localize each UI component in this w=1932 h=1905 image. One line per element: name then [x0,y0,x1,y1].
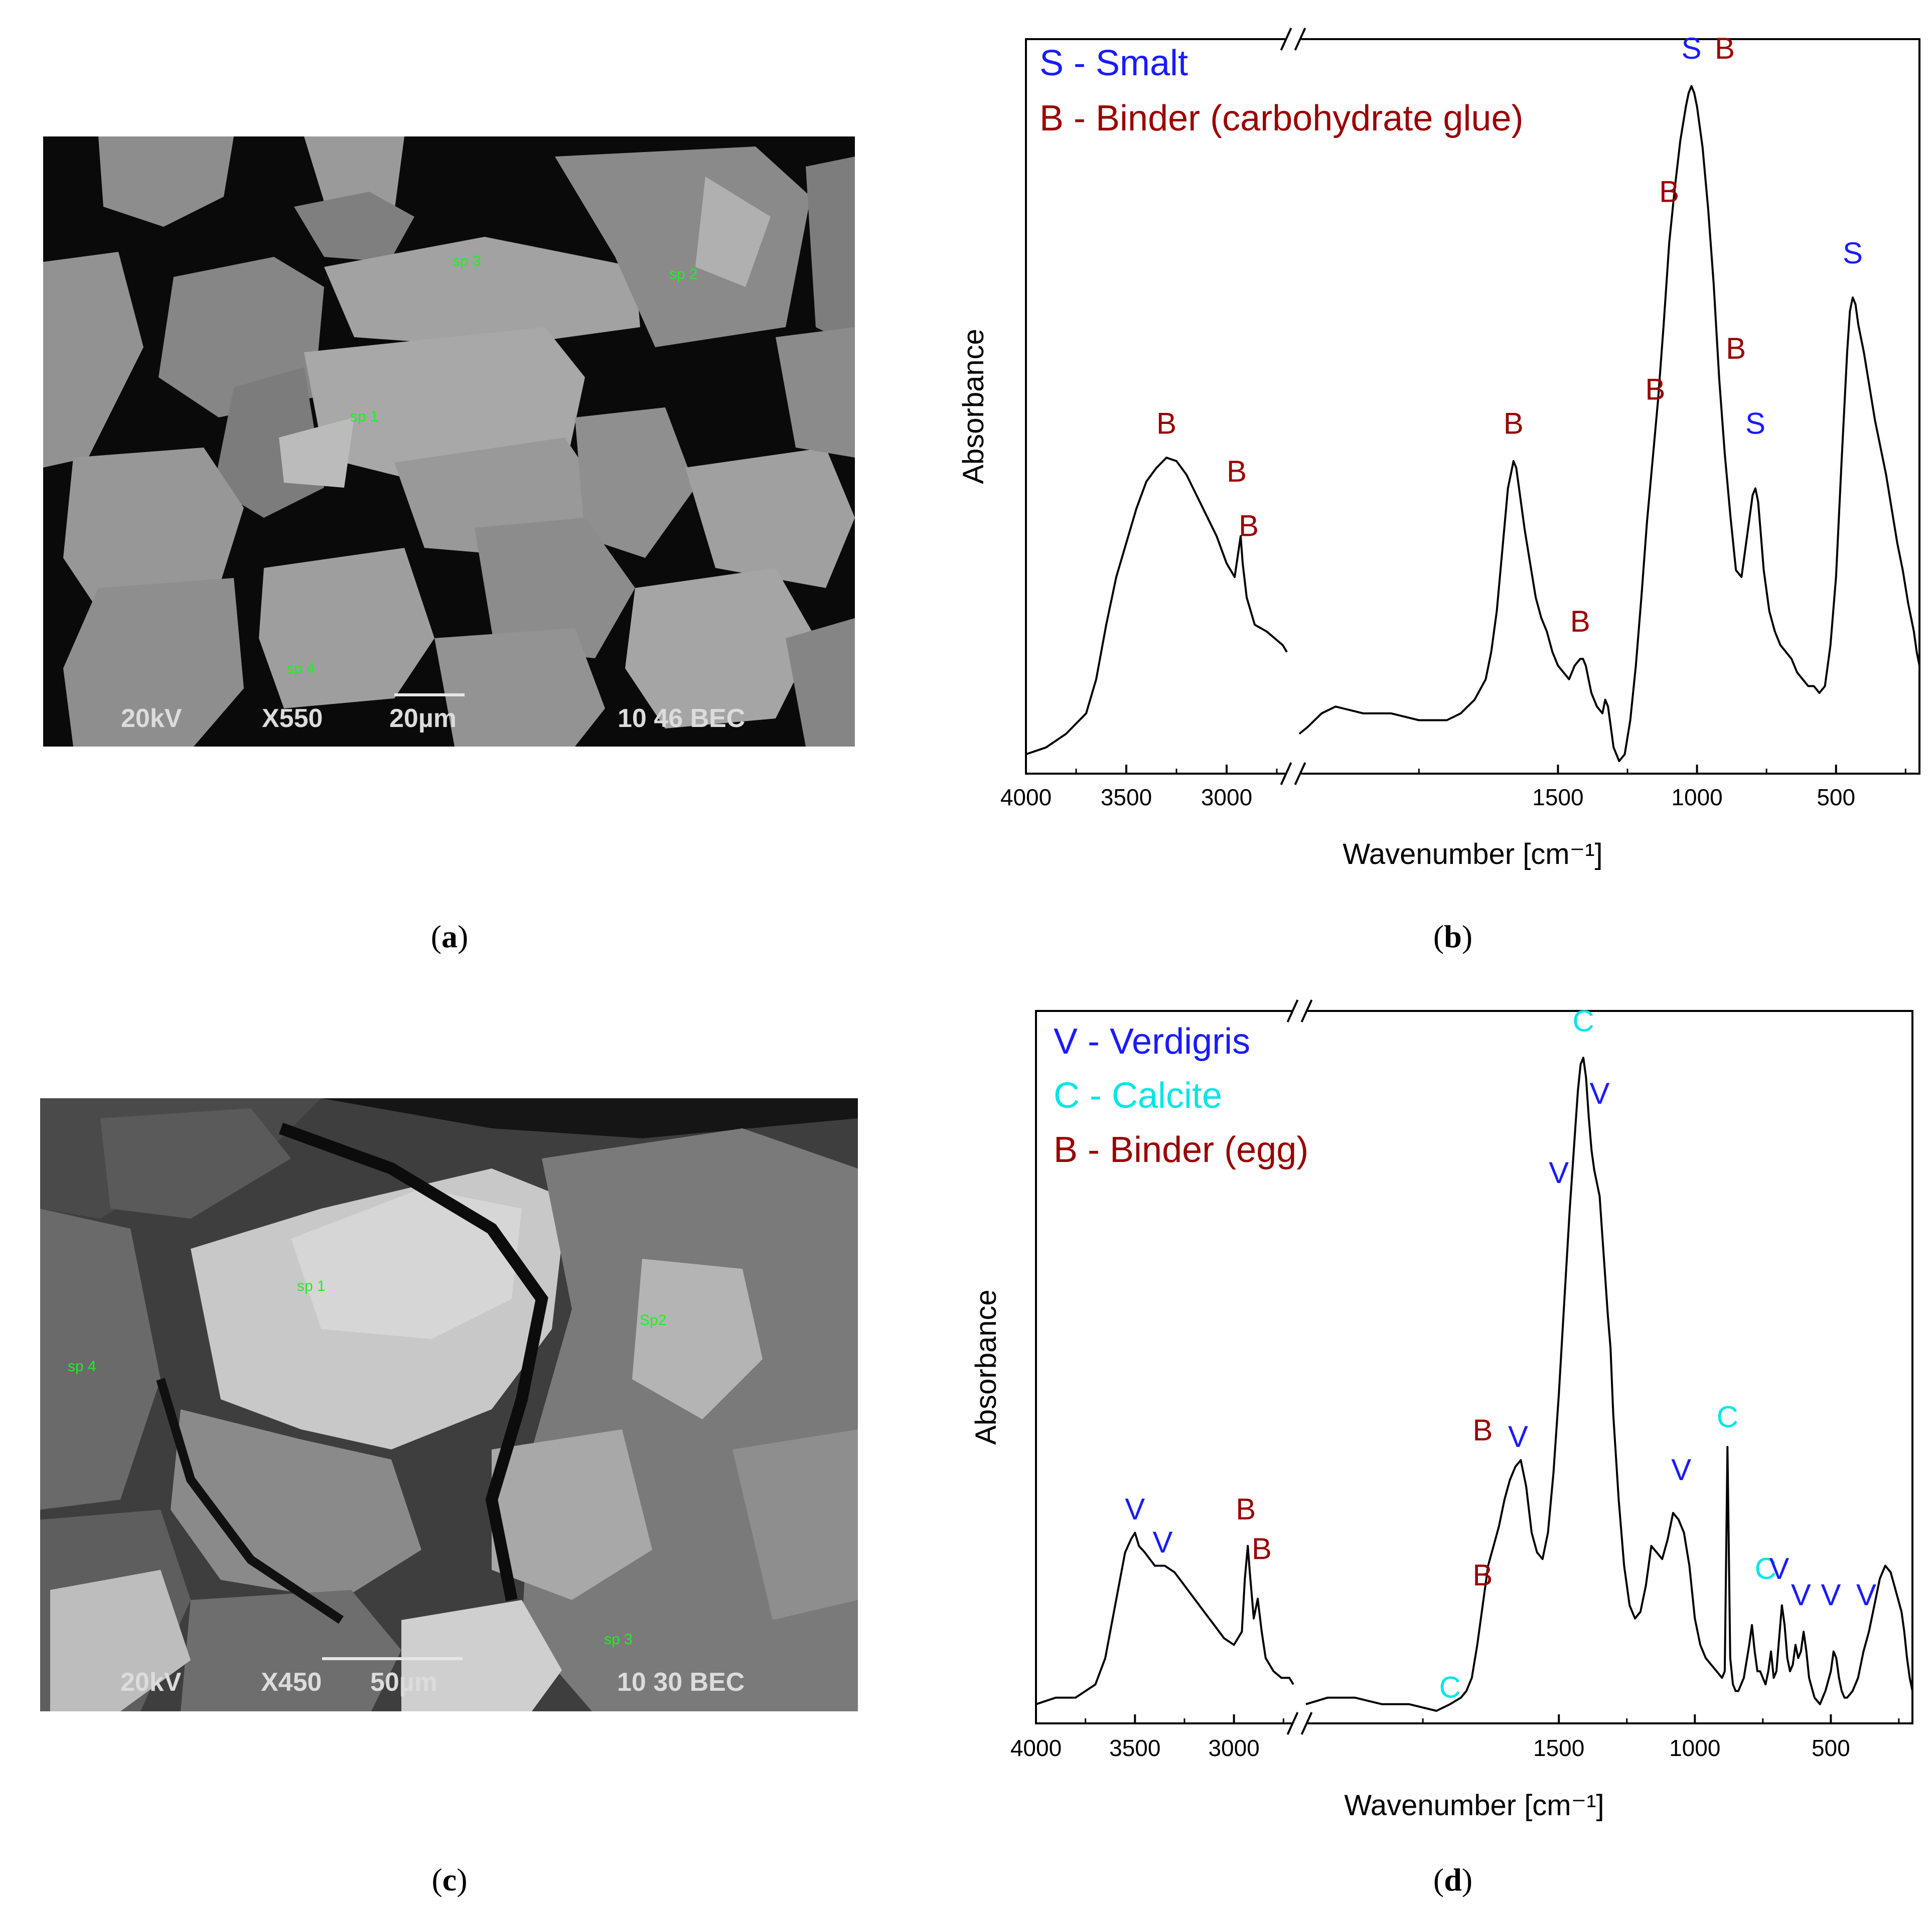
panel-label-d: (d) [1433,1862,1473,1897]
peak-annotation: V [1153,1525,1173,1559]
peak-annotation: V [1856,1578,1876,1612]
ftir-chart-d: 4000 3500 3000 1500 1000 500 Wavenumber [cm⁻¹]… [0,978,1932,1905]
spectrum-line [1305,1057,1913,1712]
sem-a-spot-3: sp 3 [453,253,481,269]
axis-break-gap [1285,37,1301,41]
x-tick-label: 3500 [1101,784,1152,810]
sem-a-spot-2: sp 2 [669,266,698,282]
peak-annotation: C [1717,1400,1738,1434]
ftir-chart-b: 4000 3500 3000 1500 1000 500 Wavenumber [cm⁻¹]… [957,28,1920,870]
spectrum-line [1025,457,1288,756]
peak-annotation: S [1681,32,1701,65]
plot-frame [1025,38,1920,775]
sem-a-mag-label: X550 [262,704,323,733]
y-axis-label: Absorbance [957,329,990,484]
spectrum-line [1298,85,1920,762]
x-tick-label: 1500 [1532,784,1583,810]
sem-a-spot-4: sp 4 [286,660,315,677]
peak-annotation: B [1236,1493,1256,1526]
peak-annotation: B [1645,373,1665,406]
x-tick-label: 4000 [1000,784,1052,810]
axis-break-mark [1286,1712,1299,1735]
peak-annotation: B [1227,455,1247,488]
peak-annotation: S [1745,407,1765,441]
peak-annotation: S [1843,236,1863,270]
peak-annotation: B [1659,175,1679,209]
axis-break-gap [1291,1009,1308,1013]
axis-break-mark [1300,999,1313,1022]
sem-image-c-drawing [40,1098,858,1711]
x-tick-label: 3000 [1201,784,1252,810]
sem-a-spot-1: sp 1 [350,408,379,425]
axis-break-mark [1294,762,1306,785]
peak-annotation: C [1572,1004,1594,1038]
peak-annotation: B [1252,1532,1272,1566]
legend-entry: V - Verdigris [1054,1021,1250,1062]
x-tick-label: 3000 [1208,1735,1259,1761]
peak-annotation: B [1239,509,1259,543]
spectrum-line [1035,1532,1294,1705]
peak-annotation: V [1791,1578,1811,1612]
peak-annotation: V [1671,1453,1691,1487]
sem-c-spot-3: sp 3 [604,1631,633,1648]
sem-a-scale-label: 20µm [389,704,457,733]
peak-annotation: V [1549,1156,1569,1190]
y-axis-label: Absorbance [970,1289,1002,1445]
panel-label-b: (b) [1433,919,1473,954]
sem-c-spot-2: Sp2 [640,1312,667,1329]
sem-image-a: 20kV X550 20µm 10 46 BEC sp 1 sp 2 sp 3 … [43,136,855,747]
x-tick-label: 500 [1817,784,1855,810]
axis-break-mark [1280,28,1292,51]
sem-c-id-label: 10 30 BEC [617,1668,745,1697]
peak-annotation: B [1472,1413,1493,1447]
ftir-chart-d-svg: 4000 3500 3000 1500 1000 500 Wavenumber [cm⁻¹]… [970,999,1913,1822]
sem-c-kv-label: 20kV [120,1668,182,1697]
x-tick-label: 500 [1812,1735,1850,1761]
axis-break-mark [1280,762,1292,785]
peak-annotation: B [1156,407,1176,441]
peak-annotation: B [1472,1558,1493,1592]
x-axis-label: Wavenumber [cm⁻¹] [1344,1789,1604,1822]
x-axis-label: Wavenumber [cm⁻¹] [1343,838,1602,870]
panel-label-a: (a) [430,919,469,954]
axis-break-mark [1300,1712,1313,1735]
peak-annotation: V [1508,1420,1528,1453]
peak-annotation: B [1726,332,1746,365]
sem-c-spot-4: sp 4 [68,1358,96,1375]
sem-a-id-label: 10 46 BEC [618,704,746,733]
peak-annotation: V [1769,1552,1789,1585]
sem-a-scale-bar [394,693,465,696]
peak-annotation: C [1439,1671,1461,1704]
ftir-chart-b-svg: 4000 3500 3000 1500 1000 500 Wavenumber [cm⁻¹]… [957,28,1920,870]
x-tick-label: 1500 [1533,1735,1584,1761]
x-tick-label: 4000 [1010,1735,1062,1761]
axis-break-gap [1291,1721,1308,1725]
axis-break-mark [1286,999,1299,1022]
legend-entry: B - Binder (egg) [1054,1130,1308,1170]
sem-c-mag-label: X450 [261,1668,322,1697]
sem-c-scale-bar [322,1657,463,1660]
peak-annotation: V [1821,1578,1841,1612]
legend-entry: B - Binder (carbohydrate glue) [1039,98,1523,138]
sem-a-kv-label: 20kV [121,704,182,733]
legend-entry: C - Calcite [1054,1076,1222,1116]
peak-annotation: V [1590,1077,1610,1110]
sem-c-scale-label: 50µm [370,1668,438,1697]
peak-annotation: C [1755,1552,1776,1585]
x-tick-label: 1000 [1669,1735,1720,1761]
panel-label-c: (c) [431,1862,468,1897]
peak-annotation: B [1504,407,1524,441]
sem-image-a-drawing [43,136,855,747]
sem-c-spot-1: sp 1 [297,1278,326,1294]
x-tick-label: 1000 [1671,784,1722,810]
plot-frame [1035,1010,1913,1724]
x-tick-label: 3500 [1109,1735,1160,1761]
axis-break-mark [1294,28,1306,51]
axis-break-gap [1285,772,1301,776]
legend-entry: S - Smalt [1039,43,1188,83]
peak-annotation: B [1570,605,1590,638]
sem-image-c: 20kV X450 50µm 10 30 BEC sp 1 Sp2 sp 3 s… [40,1098,858,1711]
peak-annotation: V [1125,1493,1145,1526]
peak-annotation: B [1715,32,1735,65]
